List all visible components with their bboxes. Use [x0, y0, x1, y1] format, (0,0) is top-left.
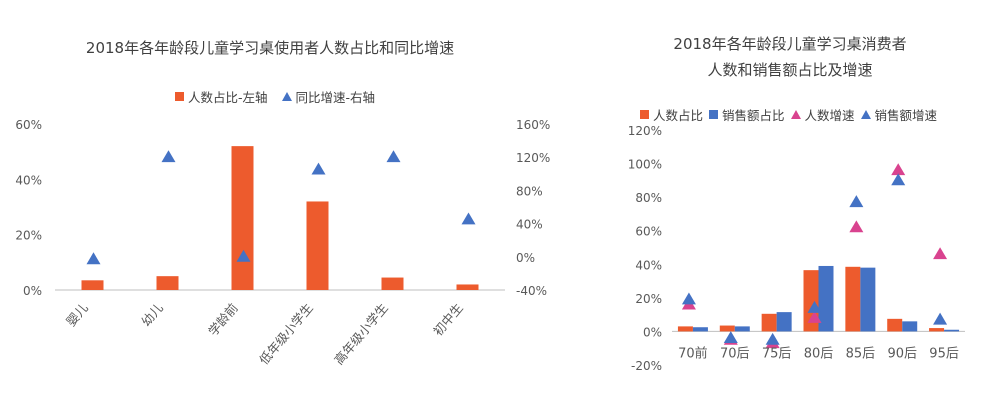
- y-left-tick-label: 60%: [15, 118, 42, 132]
- x-tick-label: 学龄前: [205, 300, 241, 338]
- bar-population-share: [719, 325, 735, 332]
- legend-item-population-share: 人数占比: [640, 105, 703, 124]
- y-right-tick-label: 0%: [516, 251, 535, 265]
- marker-population-growth: [933, 247, 948, 260]
- y-left-tick-label: 20%: [15, 229, 42, 243]
- legend-label: 销售额增速: [874, 108, 938, 123]
- marker-yoy-growth: [161, 150, 176, 163]
- legend-label: 同比增速-右轴: [295, 90, 376, 105]
- legend-label: 人数增速: [804, 108, 855, 123]
- legend-item-population-growth: 人数增速: [790, 105, 855, 124]
- bar-sales-share: [944, 329, 960, 332]
- legend-triangle-pink: [790, 110, 801, 119]
- legend-item-sales-growth: 销售额增速: [860, 105, 938, 124]
- y-right-tick-label: 40%: [516, 218, 543, 232]
- marker-yoy-growth: [461, 212, 476, 225]
- marker-yoy-growth: [236, 249, 251, 262]
- x-tick-label: 80后: [804, 346, 834, 361]
- y-tick-label: 20%: [635, 292, 662, 306]
- legend-item-sales-share: 销售额占比: [709, 105, 785, 124]
- y-tick-label: 80%: [635, 191, 662, 205]
- right-chart-title-line1: 2018年各年龄段儿童学习桌消费者: [673, 35, 907, 53]
- bar-population-share: [456, 284, 479, 290]
- y-left-tick-label: 0%: [23, 284, 42, 298]
- bar-population-share: [306, 201, 329, 290]
- legend-swatch-orange: [175, 92, 184, 101]
- marker-sales-growth: [681, 292, 696, 305]
- bar-sales-share: [860, 267, 876, 332]
- x-tick-label: 90后: [887, 346, 917, 361]
- x-tick-label: 低年级小学生: [256, 300, 316, 367]
- bar-sales-share: [692, 327, 708, 332]
- bar-population-share: [761, 313, 777, 332]
- left-chart-plot: 0% 20% 40% 60% -40% 0% 40% 80% 120% 160% 婴儿 幼儿 学龄前 低年…: [15, 118, 550, 367]
- marker-yoy-growth: [386, 150, 401, 163]
- y-right-tick-label: 160%: [516, 118, 550, 132]
- legend-triangle-blue: [860, 110, 871, 119]
- right-chart-title-line2: 人数和销售额占比及增速: [707, 61, 873, 79]
- right-chart-legend: 人数占比 销售额占比 人数增速 销售额增速: [640, 105, 937, 124]
- bar-population-share: [381, 277, 404, 290]
- marker-yoy-growth: [86, 252, 101, 265]
- y-tick-label: 60%: [635, 225, 662, 239]
- bar-sales-share: [734, 326, 750, 332]
- legend-label: 人数占比: [653, 108, 704, 123]
- left-chart-title: 2018年各年龄段儿童学习桌使用者人数占比和同比增速: [85, 39, 455, 57]
- x-tick-label: 幼儿: [138, 300, 166, 329]
- bar-population-share: [845, 266, 861, 332]
- x-tick-label: 高年级小学生: [331, 300, 391, 367]
- bar-population-share: [929, 328, 945, 332]
- marker-sales-growth: [849, 195, 864, 208]
- y-tick-label: -20%: [631, 359, 662, 373]
- x-tick-label: 婴儿: [63, 300, 91, 329]
- marker-population-growth: [849, 220, 864, 233]
- y-right-tick-label: -40%: [516, 284, 547, 298]
- marker-sales-growth: [891, 173, 906, 186]
- bar-population-share: [81, 280, 104, 290]
- y-tick-label: 100%: [628, 158, 662, 172]
- y-tick-label: 40%: [635, 258, 662, 272]
- bar-sales-share: [776, 312, 792, 332]
- legend-swatch-blue: [709, 110, 719, 119]
- x-tick-label: 85后: [846, 346, 876, 361]
- x-tick-label: 70后: [720, 346, 750, 361]
- bar-population-share: [677, 326, 693, 332]
- x-tick-label: 75后: [762, 346, 792, 361]
- marker-sales-growth: [723, 331, 738, 344]
- right-chart-plot: -20% 0% 20% 40% 60% 80% 100% 120% 70前 70后 75后 80后 85…: [628, 124, 965, 373]
- bar-population-share: [156, 276, 179, 290]
- y-right-tick-label: 120%: [516, 151, 550, 165]
- y-tick-label: 0%: [643, 325, 662, 339]
- left-chart-legend: 人数占比-左轴 同比增速-右轴: [175, 87, 389, 106]
- marker-population-growth: [807, 311, 822, 323]
- marker-sales-growth: [807, 300, 822, 313]
- bar-population-share: [887, 318, 903, 332]
- x-tick-label: 初中生: [430, 300, 466, 338]
- x-tick-label: 95后: [929, 346, 959, 361]
- y-tick-label: 120%: [628, 124, 662, 138]
- marker-sales-growth: [933, 312, 948, 325]
- x-tick-label: 70前: [678, 345, 708, 361]
- bar-sales-share: [902, 321, 918, 332]
- y-right-tick-label: 80%: [516, 184, 543, 198]
- legend-item-yoy-growth: 同比增速-右轴: [281, 87, 376, 106]
- legend-triangle-blue: [281, 92, 292, 101]
- marker-yoy-growth: [311, 162, 326, 175]
- marker-sales-growth: [765, 332, 780, 345]
- bar-population-share: [231, 146, 254, 290]
- legend-item-population-share: 人数占比-左轴: [175, 87, 268, 106]
- legend-label: 人数占比-左轴: [188, 90, 268, 105]
- bar-sales-share: [818, 265, 834, 332]
- legend-swatch-orange: [640, 110, 649, 119]
- legend-label: 销售额占比: [722, 108, 785, 123]
- y-left-tick-label: 40%: [15, 173, 42, 187]
- marker-population-growth: [891, 163, 906, 176]
